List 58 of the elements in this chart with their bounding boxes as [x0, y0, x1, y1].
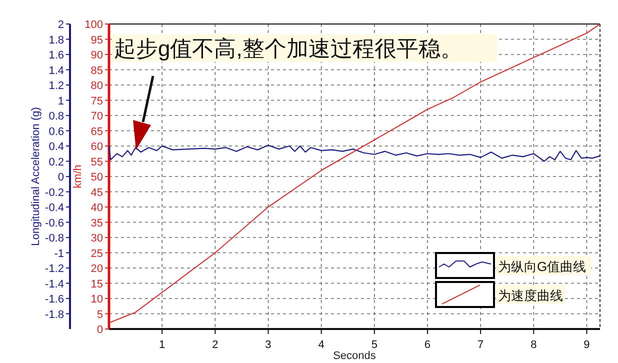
y2-tick-label: 65: [90, 126, 103, 138]
y2-tick-label: 20: [90, 263, 103, 275]
x-tick-label: 7: [478, 339, 484, 351]
x-tick-label: 8: [530, 339, 537, 351]
y2-tick-label: 75: [90, 95, 103, 108]
legend-label: 为速度曲线: [498, 288, 563, 303]
y-tick-label: -1.2: [45, 263, 64, 275]
y-tick-label: 0: [58, 172, 64, 184]
y2-tick-label: 40: [90, 202, 103, 214]
y2-tick-label: 25: [90, 248, 103, 260]
y2-tick-label: 95: [90, 34, 103, 46]
y2-tick-label: 100: [84, 19, 103, 31]
x-axis-title: Seconds: [333, 350, 376, 362]
y2-tick-label: 30: [90, 232, 103, 244]
y2-tick-label: 80: [90, 80, 103, 92]
y2-tick-label: 55: [90, 156, 103, 168]
y2-tick-label: 50: [90, 172, 103, 184]
y-tick-label: -0.4: [45, 202, 64, 214]
legend-item: 为纵向G值曲线: [435, 252, 591, 279]
y2-axis-title: km/h: [72, 164, 84, 188]
y-tick-label: -0.8: [45, 232, 64, 244]
y-tick-label: 1.6: [48, 50, 64, 62]
x-tick-label: 1: [159, 339, 166, 351]
x-tick-label: 2: [212, 339, 218, 351]
y-tick-label: 0.8: [48, 110, 64, 122]
y-tick-label: -1.4: [45, 278, 64, 290]
y2-tick-label: 70: [90, 110, 103, 122]
x-tick-label: 9: [584, 339, 590, 351]
y2-tick-label: 35: [90, 217, 103, 230]
x-tick-label: 3: [265, 339, 272, 351]
y2-tick-label: 15: [90, 278, 103, 290]
y2-tick-label: 90: [90, 50, 103, 62]
y-tick-label: 1.8: [48, 34, 64, 46]
y2-tick-label: 60: [90, 141, 103, 153]
y-tick-label: 0.4: [48, 141, 64, 153]
y2-tick-label: 45: [90, 186, 103, 199]
y-tick-label: 0.6: [48, 126, 64, 138]
y2-tick-label: 85: [90, 64, 103, 77]
y-tick-label: 2: [58, 19, 64, 31]
x-tick-label: 4: [318, 339, 324, 351]
y-tick-label: 0.2: [48, 156, 64, 168]
y-tick-label: 1: [58, 95, 64, 108]
y2-tick-label: 10: [90, 294, 103, 306]
y2-tick-label: 0: [96, 324, 103, 336]
x-tick-label: 6: [424, 339, 431, 351]
y-tick-label: -1.6: [45, 294, 64, 306]
legend-item: 为速度曲线: [435, 281, 565, 308]
annotation: 起步g值不高,整个加速过程很平稳。: [114, 36, 462, 61]
y-tick-label: -1.8: [45, 308, 64, 321]
y-tick-label: -1: [54, 248, 64, 260]
y-tick-label: -0.2: [45, 186, 64, 199]
legend-label: 为纵向G值曲线: [498, 259, 586, 274]
y2-tick-label: 5: [96, 308, 103, 321]
y-tick-label: -0.6: [45, 217, 64, 230]
x-tick-label: 5: [371, 339, 378, 351]
y-axis-title: Longitudinal Acceleration (g): [30, 107, 42, 246]
y-tick-label: 1.2: [48, 80, 64, 92]
y-tick-label: 1.4: [48, 64, 64, 77]
